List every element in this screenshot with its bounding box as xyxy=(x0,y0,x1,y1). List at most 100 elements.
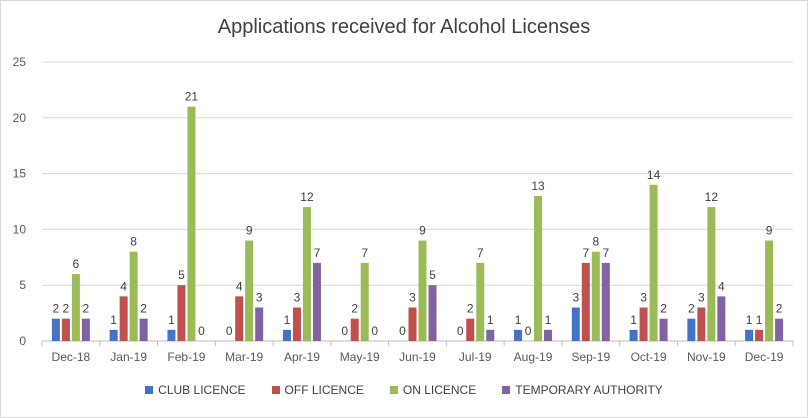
bar xyxy=(129,251,138,341)
bar xyxy=(187,106,196,341)
bar xyxy=(591,251,600,341)
data-label: 2 xyxy=(83,302,90,316)
data-label: 1 xyxy=(168,313,175,327)
legend-label: ON LICENCE xyxy=(402,383,477,397)
bar xyxy=(360,262,369,341)
bar xyxy=(245,240,254,341)
bar xyxy=(302,207,311,341)
data-label: 4 xyxy=(718,279,725,293)
bar xyxy=(775,318,784,341)
data-label: 2 xyxy=(53,302,60,316)
legend-item: CLUB LICENCE xyxy=(145,383,246,397)
bar xyxy=(755,329,764,341)
data-label: 7 xyxy=(602,246,609,260)
x-tick-label: Dec-19 xyxy=(745,350,784,364)
bar xyxy=(601,262,610,341)
data-label: 21 xyxy=(185,90,199,104)
x-tick-label: Aug-19 xyxy=(514,350,553,364)
bar xyxy=(544,329,553,341)
bar xyxy=(81,318,90,341)
bar xyxy=(292,307,301,341)
legend-swatch xyxy=(502,386,511,394)
bar xyxy=(255,307,264,341)
bar xyxy=(581,262,590,341)
bar xyxy=(697,307,706,341)
bar xyxy=(312,262,321,341)
data-label: 1 xyxy=(630,313,637,327)
bar xyxy=(639,307,648,341)
bar xyxy=(476,262,485,341)
x-tick-label: Nov-19 xyxy=(687,350,726,364)
x-tick-label: Jul-19 xyxy=(459,350,492,364)
data-label: 2 xyxy=(63,302,70,316)
bar xyxy=(514,329,523,341)
data-label: 3 xyxy=(572,291,579,305)
data-label: 5 xyxy=(178,268,185,282)
chart-legend: CLUB LICENCE OFF LICENCE ON LICENCE TEMPORA… xyxy=(0,383,808,397)
x-tick-label: May-19 xyxy=(340,350,380,364)
x-tick-label: Sep-19 xyxy=(571,350,610,364)
bar xyxy=(350,318,359,341)
legend-item: OFF LICENCE xyxy=(271,383,364,397)
data-label: 1 xyxy=(756,313,763,327)
bar xyxy=(119,296,128,341)
bar xyxy=(707,207,716,341)
data-label: 0 xyxy=(198,324,205,338)
bar xyxy=(571,307,580,341)
data-label: 14 xyxy=(647,168,661,182)
bar xyxy=(765,240,774,341)
data-label: 4 xyxy=(236,279,243,293)
x-tick-label: Apr-19 xyxy=(284,350,320,364)
data-label: 8 xyxy=(592,235,599,249)
data-label: 6 xyxy=(73,257,80,271)
data-label: 0 xyxy=(457,324,464,338)
data-label: 3 xyxy=(294,291,301,305)
data-label: 13 xyxy=(531,179,545,193)
data-label: 1 xyxy=(746,313,753,327)
data-label: 1 xyxy=(545,313,552,327)
data-label: 7 xyxy=(582,246,589,260)
data-label: 9 xyxy=(246,224,253,238)
data-label: 3 xyxy=(409,291,416,305)
x-tick-label: Mar-19 xyxy=(225,350,263,364)
data-label: 5 xyxy=(429,268,436,282)
data-label: 0 xyxy=(226,324,233,338)
data-label: 9 xyxy=(766,224,773,238)
data-label: 3 xyxy=(256,291,263,305)
bar xyxy=(51,318,60,341)
data-label: 2 xyxy=(351,302,358,316)
bar xyxy=(408,307,417,341)
data-label: 3 xyxy=(698,291,705,305)
data-label: 1 xyxy=(487,313,494,327)
data-label: 0 xyxy=(371,324,378,338)
x-tick-label: Jun-19 xyxy=(399,350,436,364)
legend-label: CLUB LICENCE xyxy=(158,383,246,397)
bar xyxy=(61,318,70,341)
data-label: 2 xyxy=(140,302,147,316)
bar xyxy=(466,318,475,341)
data-label: 2 xyxy=(688,302,695,316)
bar xyxy=(717,296,726,341)
bar xyxy=(745,329,754,341)
x-tick-label: Jan-19 xyxy=(110,350,147,364)
data-label: 4 xyxy=(120,279,127,293)
y-tick-label: 0 xyxy=(19,334,26,348)
data-label: 3 xyxy=(640,291,647,305)
y-tick-label: 25 xyxy=(13,55,27,69)
bar xyxy=(282,329,291,341)
bar xyxy=(71,274,80,341)
legend-swatch xyxy=(145,386,154,394)
legend-swatch xyxy=(389,386,398,394)
data-label: 2 xyxy=(660,302,667,316)
bar xyxy=(139,318,148,341)
bar xyxy=(629,329,638,341)
data-label: 2 xyxy=(776,302,783,316)
data-label: 1 xyxy=(515,313,522,327)
data-label: 2 xyxy=(467,302,474,316)
x-tick-label: Feb-19 xyxy=(167,350,205,364)
data-label: 1 xyxy=(110,313,117,327)
legend-label: OFF LICENCE xyxy=(284,383,364,397)
bar xyxy=(177,285,186,341)
